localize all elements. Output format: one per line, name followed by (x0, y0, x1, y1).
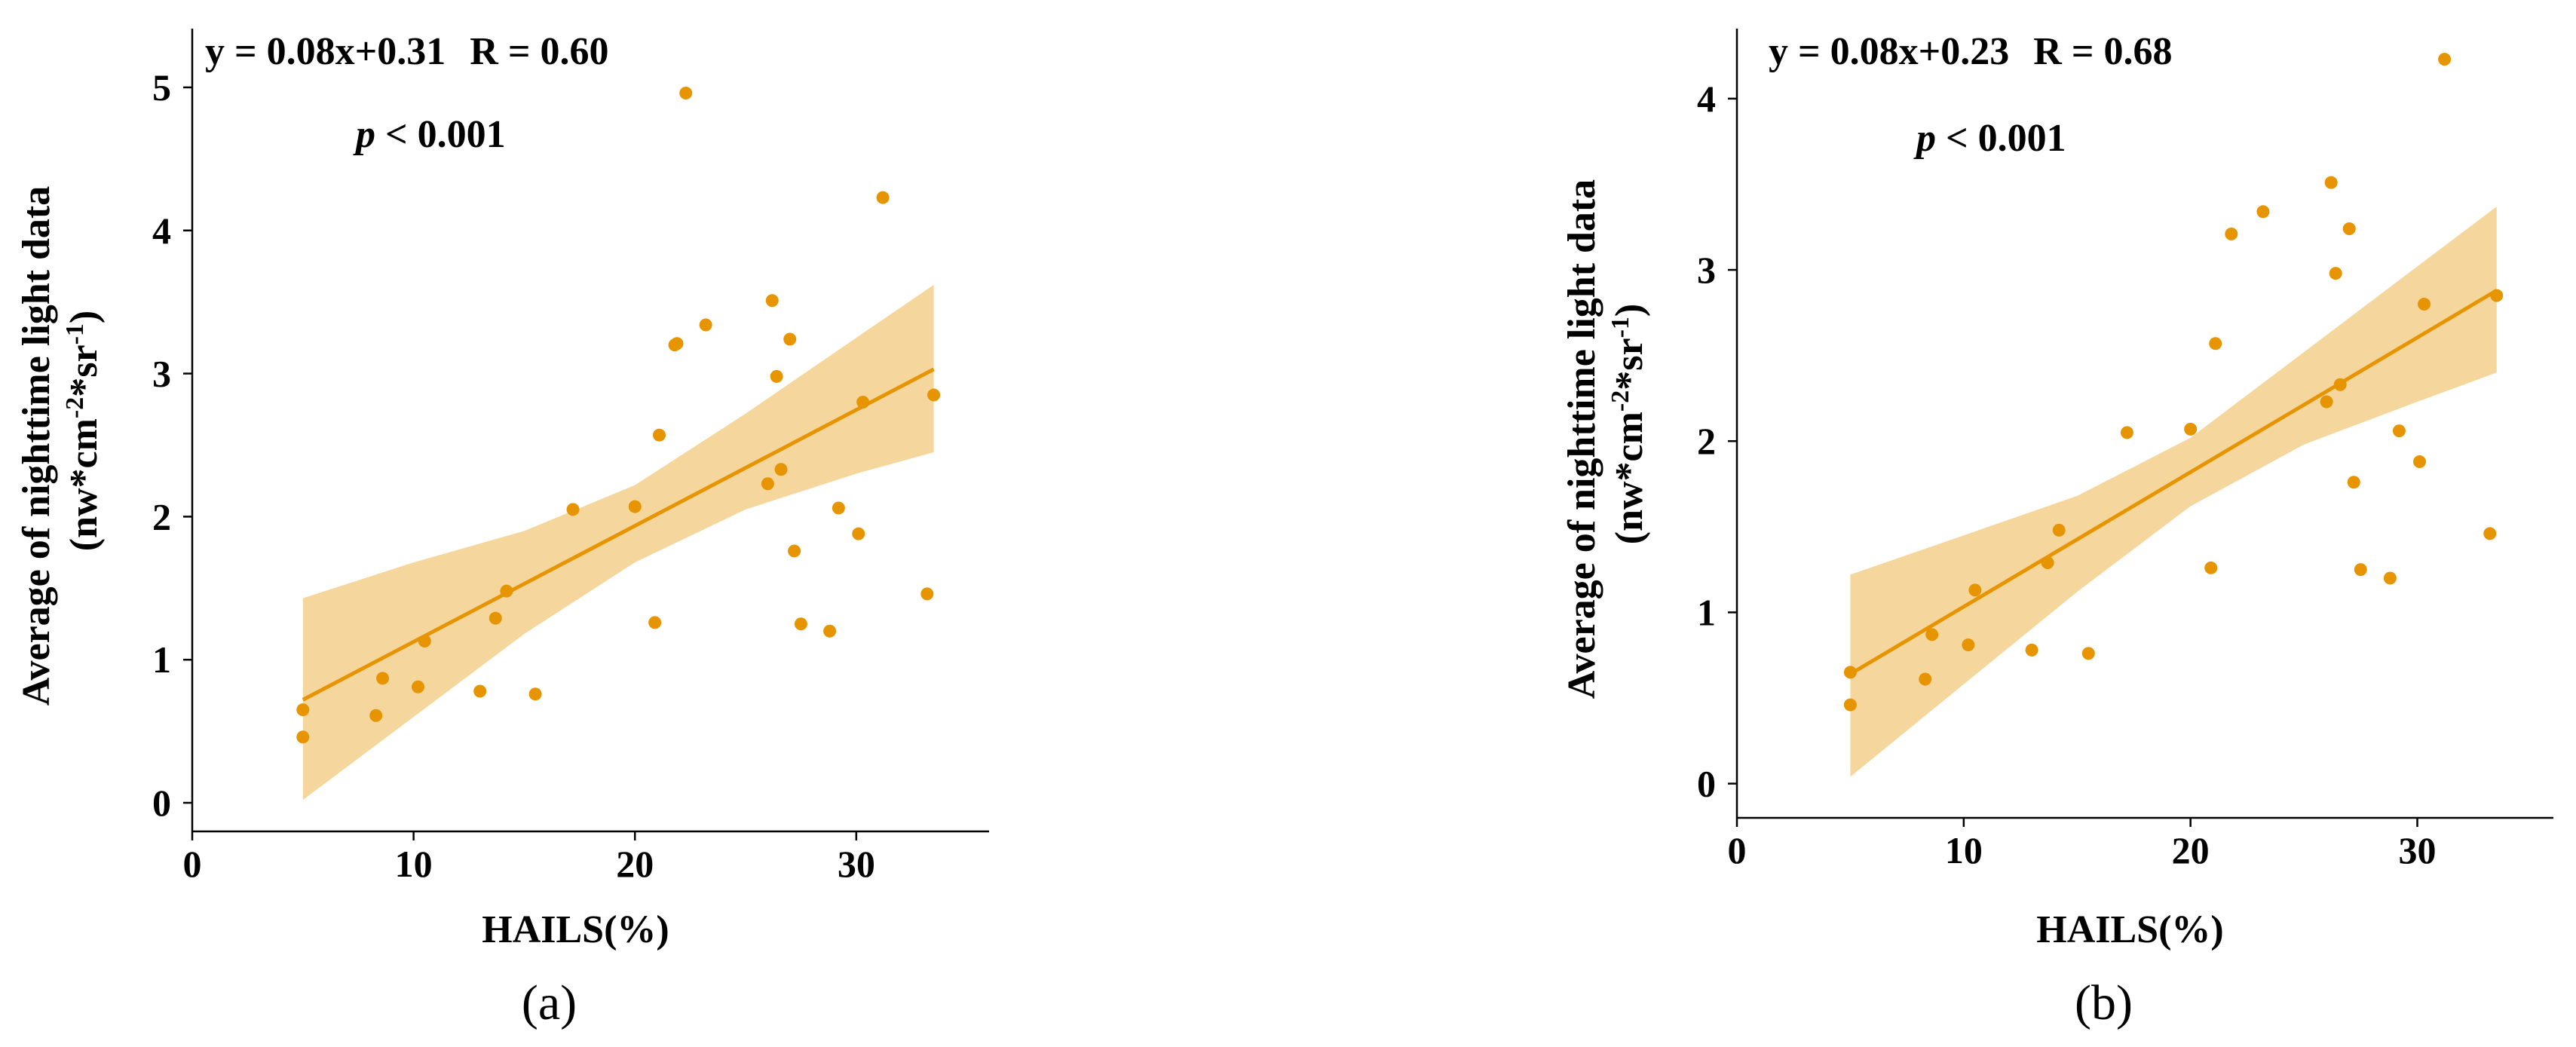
data-point (2383, 571, 2397, 585)
data-point (2184, 422, 2198, 436)
x-tick-label: 0 (183, 843, 202, 885)
data-point (2483, 527, 2497, 540)
y-tick-label: 1 (1697, 591, 1716, 633)
chart-panel-b: 0 10 20 30 0 1 2 3 4 HAILS(%) Average of nighttime… (1561, 29, 2553, 1030)
data-point (2209, 337, 2222, 351)
data-point (1843, 698, 1857, 712)
data-point (927, 388, 941, 402)
y-tick-label: 3 (152, 353, 171, 395)
x-tick-label: 20 (616, 843, 654, 885)
data-point (2329, 267, 2342, 280)
y-tick-label: 0 (1697, 763, 1716, 805)
data-point (566, 503, 580, 516)
data-point (2392, 424, 2406, 438)
data-point (296, 703, 310, 717)
data-point (2120, 426, 2133, 439)
data-point (2413, 455, 2427, 468)
data-point (2324, 176, 2338, 189)
y-axis-units: (nw*cm-2*sr-1) (1607, 304, 1652, 545)
y-tick-label: 5 (152, 66, 171, 109)
panel-label: (b) (2075, 975, 2133, 1030)
p-value: p < 0.001 (353, 113, 506, 156)
x-tick-label: 10 (1945, 829, 1983, 871)
y-tick-label: 2 (1697, 420, 1716, 462)
data-point (2041, 556, 2054, 570)
data-point (2025, 643, 2038, 657)
data-point (920, 587, 934, 601)
panel-label: (a) (522, 975, 577, 1030)
regression-equation: y = 0.08x+0.23 R = 0.68 (1769, 30, 2172, 73)
data-point (761, 477, 774, 491)
data-point (2256, 205, 2270, 219)
data-point (1919, 672, 1932, 686)
data-point (489, 611, 502, 625)
data-point (418, 635, 431, 648)
x-axis-title: HAILS(%) (2036, 908, 2223, 951)
data-point (296, 730, 310, 744)
regression-equation: y = 0.08x+0.31 R = 0.60 (205, 30, 608, 73)
data-point (852, 527, 865, 540)
y-axis-units: (nw*cm-2*sr-1) (61, 311, 106, 552)
data-point (376, 672, 390, 685)
data-point (788, 544, 801, 558)
confidence-band (1850, 207, 2497, 777)
data-point (2081, 647, 2095, 660)
data-point (648, 616, 662, 629)
data-point (1843, 666, 1857, 679)
data-point (2347, 476, 2360, 489)
data-point (2354, 563, 2367, 577)
x-tick-label: 0 (1728, 829, 1747, 871)
data-point (2490, 289, 2504, 302)
p-value: p < 0.001 (1913, 117, 2066, 160)
data-point (411, 680, 424, 693)
data-point (2418, 297, 2431, 311)
data-point (876, 191, 890, 204)
regression-line (1849, 289, 2498, 676)
confidence-band (302, 284, 934, 801)
x-tick-label: 10 (395, 843, 433, 885)
data-point (1968, 583, 1982, 597)
data-point (2052, 523, 2066, 537)
data-point (794, 617, 807, 631)
data-point (473, 684, 487, 698)
data-point (1925, 628, 1939, 641)
y-axis-title: Average of nighttime light data (1561, 179, 1603, 699)
data-point (765, 294, 779, 308)
data-point (679, 87, 693, 100)
data-point (699, 318, 712, 332)
data-point (774, 463, 788, 476)
y-tick-label: 4 (1697, 78, 1716, 120)
y-tick-label: 2 (152, 495, 171, 537)
data-point (2333, 378, 2347, 391)
y-tick-label: 3 (1697, 249, 1716, 291)
chart-panel-a: 0 10 20 30 0 1 2 3 4 5 HAILS(%) Average of nighttim… (15, 29, 989, 1030)
data-point (856, 396, 870, 409)
data-point (770, 369, 783, 383)
data-point (653, 428, 666, 442)
regression-line (302, 367, 935, 702)
data-point (2204, 561, 2218, 574)
data-point (369, 709, 383, 722)
data-point (2225, 227, 2238, 240)
data-point (2342, 222, 2356, 236)
data-point (528, 687, 542, 701)
y-axis-title: Average of nighttime light data (15, 186, 58, 706)
y-tick-label: 4 (152, 210, 171, 252)
x-tick-label: 20 (2172, 829, 2210, 871)
data-point (823, 624, 837, 638)
data-point (783, 332, 797, 346)
x-axis-title: HAILS(%) (482, 908, 669, 951)
x-tick-label: 30 (2399, 829, 2437, 871)
x-tick-label: 30 (838, 843, 875, 885)
data-point (670, 337, 684, 351)
data-point (500, 584, 513, 598)
data-point (2320, 395, 2333, 409)
data-point (1962, 638, 1975, 652)
y-tick-label: 0 (152, 782, 171, 824)
data-point (628, 500, 642, 513)
data-point (832, 501, 845, 515)
y-tick-label: 1 (152, 638, 171, 681)
data-point (2438, 53, 2452, 66)
